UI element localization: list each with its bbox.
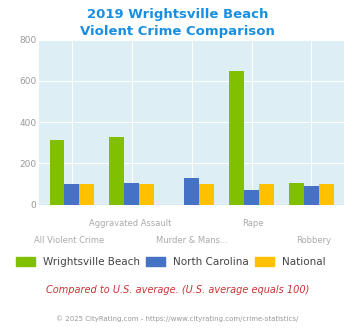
Text: Compared to U.S. average. (U.S. average equals 100): Compared to U.S. average. (U.S. average … — [46, 285, 309, 295]
Bar — [259, 184, 274, 205]
Bar — [124, 182, 139, 205]
Bar — [199, 184, 214, 205]
Bar — [80, 184, 94, 205]
Bar — [289, 183, 304, 205]
Bar — [244, 190, 259, 205]
Text: Violent Crime Comparison: Violent Crime Comparison — [80, 25, 275, 38]
Text: Murder & Mans...: Murder & Mans... — [156, 236, 228, 245]
Bar — [319, 184, 334, 205]
Text: Robbery: Robbery — [296, 236, 331, 245]
Text: Rape: Rape — [242, 219, 263, 228]
Text: All Violent Crime: All Violent Crime — [34, 236, 105, 245]
Text: 2019 Wrightsville Beach: 2019 Wrightsville Beach — [87, 8, 268, 21]
Bar — [139, 184, 154, 205]
Bar — [50, 140, 65, 205]
Bar — [229, 71, 244, 205]
Bar — [184, 179, 199, 205]
Legend: Wrightsville Beach, North Carolina, National: Wrightsville Beach, North Carolina, Nati… — [16, 257, 326, 267]
Text: © 2025 CityRating.com - https://www.cityrating.com/crime-statistics/: © 2025 CityRating.com - https://www.city… — [56, 315, 299, 322]
Bar — [65, 184, 80, 205]
Bar — [304, 186, 319, 205]
Bar — [109, 137, 124, 205]
Text: Aggravated Assault: Aggravated Assault — [89, 219, 172, 228]
